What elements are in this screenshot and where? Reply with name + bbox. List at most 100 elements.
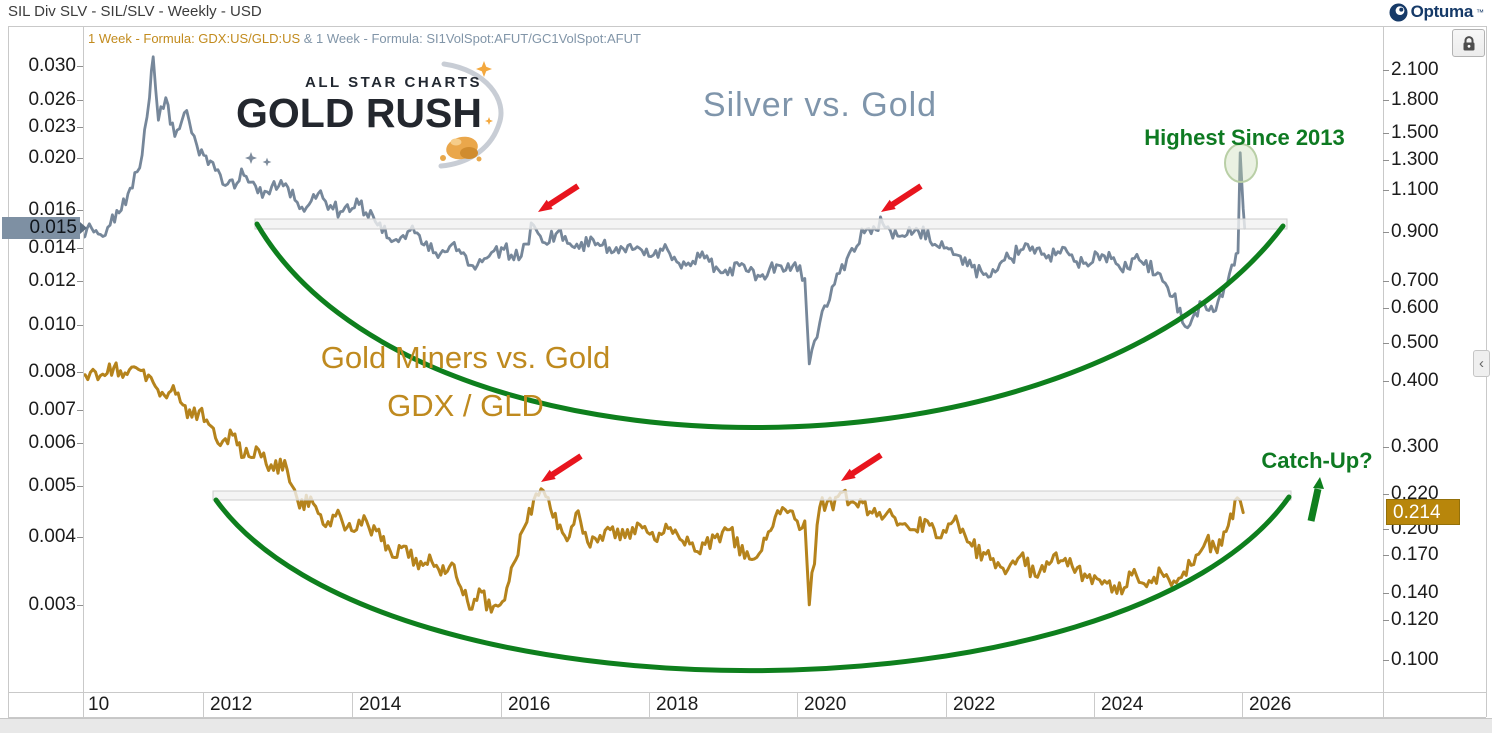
x-axis-year-label: 2024 (1101, 694, 1144, 715)
sparkle-icon (476, 61, 493, 125)
x-axis-year-label: 2014 (359, 694, 402, 715)
x-axis-year-label: 2020 (804, 694, 847, 715)
y-axis-tick-mark (1383, 620, 1389, 621)
y-axis-tick-label: 1.100 (1391, 179, 1439, 200)
red-arrow-annotation (541, 453, 583, 482)
swoosh-arc (438, 61, 504, 169)
formula-silver-gold: & 1 Week - Formula: SI1VolSpot:AFUT/GC1V… (300, 31, 641, 46)
resistance-band (254, 218, 1288, 230)
rounding-bottom-curve (254, 221, 1286, 430)
y-axis-tick-mark (77, 100, 83, 101)
y-axis-tick-mark (77, 537, 83, 538)
y-axis-tick-label: 0.100 (1391, 649, 1439, 670)
trademark-symbol: ™ (1476, 7, 1484, 17)
y-axis-tick-mark (77, 210, 83, 211)
y-axis-tick-mark (77, 66, 83, 67)
formula-label: 1 Week - Formula: GDX:US/GLD:US & 1 Week… (88, 31, 641, 46)
catch-up-annotation: Catch-Up? (1261, 448, 1373, 473)
y-axis-tick-label: 0.007 (28, 399, 76, 420)
lock-button[interactable] (1452, 29, 1485, 57)
y-axis-tick-label: 1.300 (1391, 149, 1439, 170)
y-axis-tick-mark (1383, 308, 1389, 309)
y-axis-tick-mark (1383, 190, 1389, 191)
left-axis-divider (83, 26, 84, 717)
x-axis-year-label: 10 (88, 694, 110, 715)
red-arrow-annotation (538, 183, 580, 212)
y-axis-tick-label: 0.016 (28, 199, 76, 220)
x-axis-tick-mark (352, 692, 353, 717)
y-axis-tick-mark (77, 605, 83, 606)
y-axis-tick-mark (77, 158, 83, 159)
y-axis-tick-mark (77, 410, 83, 411)
asc-logo-line1: ALL STAR CHARTS (305, 74, 482, 91)
optuma-logo: Optuma ™ (1389, 2, 1484, 22)
x-axis-tick-mark (203, 692, 204, 717)
y-axis-tick-mark (1383, 232, 1389, 233)
y-axis-tick-label: 0.900 (1391, 221, 1439, 242)
x-axis-tick-mark (946, 692, 947, 717)
y-axis-tick-label: 1.800 (1391, 89, 1439, 110)
catch-up-arrow (1307, 477, 1324, 522)
y-axis-tick-mark (1383, 381, 1389, 382)
gold-miners-vs-gold-annotation: Gold Miners vs. Gold (320, 340, 611, 375)
formula-gdx-gld: 1 Week - Formula: GDX:US/GLD:US (88, 31, 301, 46)
y-axis-tick-label: 0.023 (28, 116, 76, 137)
y-axis-tick-mark (1383, 593, 1389, 594)
red-arrow-annotation (841, 452, 883, 481)
y-axis-tick-mark (77, 486, 83, 487)
frame-top-line (8, 26, 1486, 27)
y-axis-tick-mark (1383, 133, 1389, 134)
y-axis-tick-label: 0.012 (28, 270, 76, 291)
y-axis-tick-label: 0.026 (28, 89, 76, 110)
y-axis-tick-label: 0.008 (28, 361, 76, 382)
y-axis-tick-mark (1383, 160, 1389, 161)
y-axis-tick-label: 2.100 (1391, 59, 1439, 80)
y-axis-tick-label: 0.020 (28, 147, 76, 168)
collapse-panel-button[interactable]: ‹ (1473, 350, 1490, 377)
x-axis-bottom-line (8, 717, 1486, 718)
y-axis-tick-label: 0.010 (28, 314, 76, 335)
y-axis-tick-label: 0.500 (1391, 332, 1439, 353)
horizontal-scroll-strip[interactable] (0, 718, 1492, 733)
lock-icon (1463, 35, 1474, 50)
silver-vs-gold-annotation: Silver vs. Gold (702, 86, 938, 124)
y-axis-tick-label: 0.120 (1391, 609, 1439, 630)
y-axis-tick-mark (77, 248, 83, 249)
x-axis-year-label: 2018 (656, 694, 699, 715)
y-axis-tick-mark (1383, 281, 1389, 282)
y-axis-tick-label: 1.500 (1391, 122, 1439, 143)
y-axis-tick-label: 0.004 (28, 526, 76, 547)
left-axis-last-price-badge: 0.015 (2, 217, 87, 239)
right-axis-divider (1383, 26, 1384, 717)
y-axis-tick-mark (1383, 555, 1389, 556)
resistance-band (212, 490, 1292, 501)
x-axis-tick-mark (1094, 692, 1095, 717)
optuma-icon (1389, 3, 1408, 21)
y-axis-tick-label: 0.600 (1391, 297, 1439, 318)
y-axis-tick-mark (1383, 660, 1389, 661)
gdx-gld-series-line (84, 361, 1245, 614)
allstarcharts-gold-rush-logo: ALL STAR CHARTS GOLD RUSH (236, 60, 526, 172)
y-axis-tick-label: 0.220 (1391, 483, 1439, 504)
gdx-gld-annotation: GDX / GLD (387, 388, 544, 423)
y-axis-tick-mark (1383, 529, 1389, 530)
y-axis-tick-label: 0.140 (1391, 582, 1439, 603)
highest-since-2013-annotation: Highest Since 2013 (1144, 125, 1345, 150)
y-axis-tick-mark (77, 281, 83, 282)
chevron-left-icon: ‹ (1479, 354, 1484, 372)
x-axis-year-label: 2016 (508, 694, 551, 715)
y-axis-tick-label: 0.005 (28, 475, 76, 496)
rounding-bottom-curve (213, 494, 1292, 674)
x-axis-tick-mark (649, 692, 650, 717)
right-axis-last-price-badge: 0.214 (1386, 499, 1460, 525)
y-axis-tick-label: 0.030 (28, 55, 76, 76)
y-axis-tick-label: 0.014 (28, 237, 76, 258)
y-axis-tick-label: 0.300 (1391, 436, 1439, 457)
y-axis-tick-label: 0.006 (28, 432, 76, 453)
optuma-wordmark: Optuma (1410, 2, 1474, 21)
x-axis-top-line (8, 692, 1486, 693)
y-axis-tick-mark (1383, 100, 1389, 101)
spike-highlight-circle (1224, 143, 1258, 183)
y-axis-tick-mark (77, 372, 83, 373)
